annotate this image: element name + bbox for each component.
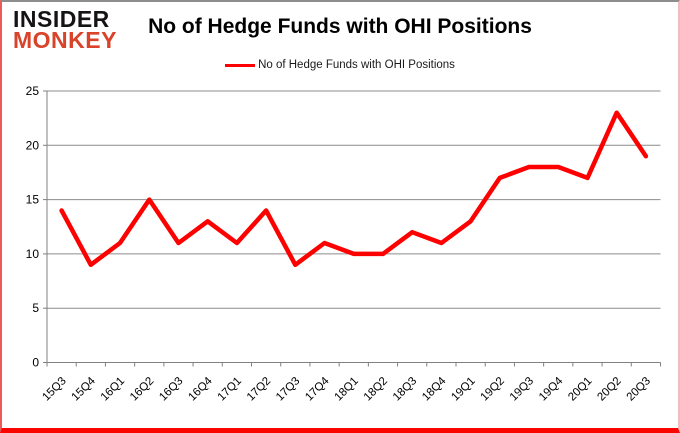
x-axis-label: 20Q1	[566, 375, 594, 403]
chart-title: No of Hedge Funds with OHI Positions	[148, 15, 532, 38]
y-axis-label: 25	[26, 84, 40, 98]
x-axis-label: 18Q4	[420, 375, 449, 404]
x-axis-label: 18Q1	[332, 375, 360, 403]
legend: No of Hedge Funds with OHI Positions	[2, 59, 678, 71]
x-axis-label: 19Q2	[479, 375, 507, 403]
y-axis-label: 20	[26, 138, 40, 152]
x-axis-label: 18Q3	[391, 375, 419, 403]
y-axis-label: 15	[26, 193, 40, 207]
x-axis-label: 16Q4	[186, 375, 215, 404]
insider-monkey-logo: INSIDER MONKEY	[13, 6, 117, 53]
data-line-series	[59, 110, 649, 268]
x-axis-label: 17Q1	[216, 375, 244, 403]
x-axis-label: 15Q3	[40, 375, 68, 403]
x-axis-label: 16Q1	[99, 375, 127, 403]
y-axis-label: 5	[32, 301, 39, 315]
x-axis-label: 16Q3	[157, 375, 185, 403]
x-axis-label: 17Q4	[303, 375, 332, 404]
x-axis-label: 20Q3	[625, 375, 653, 403]
x-axis-label: 19Q4	[537, 375, 566, 404]
x-axis-label: 19Q3	[508, 375, 536, 403]
legend-label: No of Hedge Funds with OHI Positions	[258, 59, 455, 71]
x-axis-label: 17Q2	[245, 375, 273, 403]
x-axis-label: 18Q2	[362, 375, 390, 403]
x-axis-label: 15Q4	[70, 375, 99, 404]
y-axis-label: 0	[32, 356, 39, 370]
x-axis-label: 16Q2	[128, 375, 156, 403]
x-axis-label: 17Q3	[274, 375, 302, 403]
legend-line-swatch	[225, 63, 256, 67]
logo-text-insider: INSIDER	[13, 6, 110, 32]
y-axis-label: 10	[26, 247, 40, 261]
x-axis-label: 20Q2	[595, 375, 623, 403]
x-axis-label: 19Q1	[449, 375, 477, 403]
logo-text-monkey: MONKEY	[13, 27, 117, 53]
